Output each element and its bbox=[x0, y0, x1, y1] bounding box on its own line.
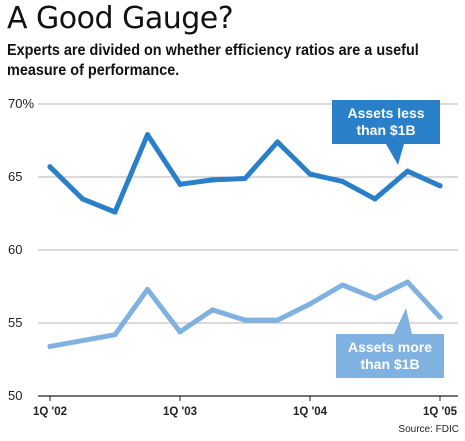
chart-subtitle: Experts are divided on whether efficienc… bbox=[7, 42, 419, 79]
series-label-text: Assets more bbox=[348, 339, 432, 355]
data-point bbox=[404, 279, 411, 285]
data-point bbox=[144, 286, 151, 293]
data-point bbox=[437, 314, 443, 320]
data-point bbox=[209, 307, 216, 313]
x-tick-label: 1Q '04 bbox=[293, 406, 328, 418]
data-point bbox=[372, 295, 378, 301]
series-line-1 bbox=[47, 132, 443, 215]
data-point bbox=[274, 317, 281, 323]
series-label-pointer bbox=[386, 144, 404, 165]
series-label-text: Assets less bbox=[347, 105, 424, 121]
data-point bbox=[307, 171, 313, 177]
series-label-box bbox=[336, 334, 444, 378]
chart-title: A Good Gauge? bbox=[7, 1, 234, 36]
data-point bbox=[404, 168, 411, 174]
data-point bbox=[242, 175, 248, 182]
data-point bbox=[242, 317, 248, 323]
y-tick-label: 60 bbox=[8, 242, 22, 257]
data-point bbox=[112, 332, 118, 338]
data-point bbox=[177, 329, 183, 335]
y-tick-label: 55 bbox=[8, 315, 22, 330]
data-point bbox=[339, 282, 346, 288]
data-point bbox=[144, 132, 151, 138]
series-label-text: than $1B bbox=[356, 122, 415, 138]
source-note: Source: FDIC bbox=[398, 424, 459, 435]
data-point bbox=[372, 196, 378, 202]
series-line-2 bbox=[47, 279, 443, 349]
data-point bbox=[177, 181, 183, 187]
data-point bbox=[47, 164, 53, 170]
data-point bbox=[339, 178, 346, 184]
axes: 70% 65 60 55 50 1Q '02 1Q '03 1Q '04 1Q '05 bbox=[8, 96, 458, 418]
data-point bbox=[112, 209, 118, 215]
y-tick-label: 70% bbox=[8, 96, 34, 111]
data-point bbox=[79, 196, 86, 202]
data-point bbox=[47, 343, 53, 349]
y-tick-label: 50 bbox=[8, 388, 22, 403]
x-tick-label: 1Q '05 bbox=[423, 406, 458, 418]
data-point bbox=[209, 177, 216, 183]
data-point bbox=[307, 301, 313, 307]
series-label-text: than $1B bbox=[360, 356, 419, 372]
x-tick-label: 1Q '02 bbox=[33, 406, 67, 418]
data-point bbox=[437, 183, 443, 189]
series-label-box bbox=[332, 100, 440, 144]
series-lines bbox=[47, 132, 443, 349]
x-tick-label: 1Q '03 bbox=[163, 406, 197, 418]
series-label-pointer bbox=[394, 308, 412, 334]
y-tick-label: 65 bbox=[8, 169, 22, 184]
data-point bbox=[274, 139, 281, 145]
